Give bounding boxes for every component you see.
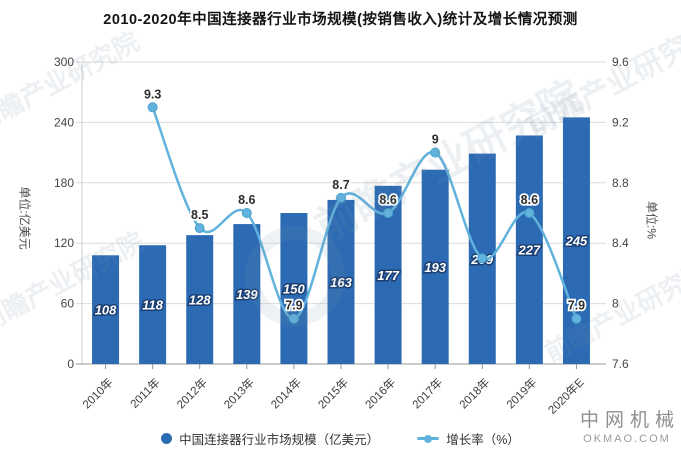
y-tick-label-left: 180 bbox=[54, 176, 74, 190]
bar-label: 227 bbox=[518, 243, 541, 258]
growth-point[interactable] bbox=[288, 313, 299, 324]
legend-item-label: 增长率（%） bbox=[446, 433, 520, 447]
y-tick-label-right: 7.6 bbox=[612, 357, 629, 371]
legend-item-market-size[interactable]: 中国连接器行业市场规模（亿美元） bbox=[161, 429, 379, 448]
y-tick-label-left: 120 bbox=[54, 236, 74, 250]
growth-point[interactable] bbox=[241, 208, 252, 218]
growth-label: 9.3 bbox=[144, 87, 161, 101]
bar-label: 193 bbox=[424, 260, 446, 275]
y-tick-label-right: 8.4 bbox=[612, 236, 629, 250]
bar[interactable] bbox=[327, 199, 355, 364]
chart-title: 2010-2020年中国连接器行业市场规模(按销售收入)统计及增长情况预测 bbox=[103, 12, 578, 28]
y-tick-label-right: 9.2 bbox=[612, 115, 629, 129]
bar[interactable] bbox=[139, 245, 167, 364]
growth-point[interactable] bbox=[571, 313, 582, 324]
bar-label: 108 bbox=[95, 303, 117, 318]
growth-point[interactable] bbox=[477, 253, 488, 264]
y-tick-label-right: 9.6 bbox=[612, 55, 629, 69]
bar-label: 177 bbox=[377, 268, 399, 283]
brand-name: 中网机械 bbox=[579, 410, 680, 431]
growth-point[interactable] bbox=[524, 208, 535, 218]
growth-point[interactable] bbox=[430, 147, 441, 158]
bar[interactable] bbox=[92, 255, 120, 364]
growth-label: 9 bbox=[432, 133, 439, 147]
x-tick-label: 2010年 bbox=[80, 375, 116, 411]
y-tick-label-left: 300 bbox=[54, 55, 74, 69]
growth-label: 8.6 bbox=[521, 193, 538, 207]
x-tick-label: 2013年 bbox=[221, 375, 257, 411]
growth-point[interactable] bbox=[147, 102, 158, 113]
growth-label: 8.6 bbox=[238, 193, 255, 207]
y-tick-label-left: 240 bbox=[54, 115, 74, 129]
bar[interactable] bbox=[515, 135, 543, 364]
brand-watermark: 中网机械 OKMAO.COM bbox=[580, 405, 674, 445]
bar-label: 118 bbox=[142, 298, 163, 313]
legend-bar-marker-icon bbox=[161, 433, 173, 444]
x-tick-label: 2015年 bbox=[315, 375, 351, 411]
bar-label: 163 bbox=[330, 275, 352, 290]
bar[interactable] bbox=[280, 213, 308, 364]
legend-item-label: 中国连接器行业市场规模（亿美元） bbox=[179, 433, 380, 447]
y-tick-label-left: 60 bbox=[61, 297, 75, 311]
growth-label: 7.9 bbox=[568, 299, 585, 313]
growth-label: 8.6 bbox=[379, 193, 396, 207]
y-tick-label-right: 8 bbox=[612, 297, 619, 311]
legend: 中国连接器行业市场规模（亿美元） 增长率（%） bbox=[0, 429, 681, 448]
growth-line bbox=[151, 106, 578, 320]
legend-line-marker-icon bbox=[417, 434, 440, 443]
y-tick-label-right: 8.8 bbox=[612, 176, 629, 190]
x-tick-label: 2018年 bbox=[456, 375, 492, 411]
growth-label: 8.7 bbox=[332, 178, 349, 192]
growth-label: 8.5 bbox=[191, 208, 208, 222]
bar[interactable] bbox=[421, 169, 449, 364]
bar-label: 245 bbox=[565, 234, 588, 249]
x-tick-label: 2017年 bbox=[409, 375, 445, 411]
x-tick-label: 2019年 bbox=[503, 375, 539, 411]
x-tick-label: 2016年 bbox=[362, 375, 398, 411]
growth-point[interactable] bbox=[383, 208, 394, 218]
brand-site: OKMAO.COM bbox=[583, 433, 671, 445]
x-tick-label: 2011年 bbox=[127, 375, 163, 411]
bar[interactable] bbox=[233, 224, 261, 364]
bar-label: 128 bbox=[189, 293, 211, 308]
y-tick-label-left: 0 bbox=[67, 357, 74, 371]
growth-point[interactable] bbox=[194, 223, 205, 234]
bar-label: 139 bbox=[236, 287, 258, 302]
bar-label: 150 bbox=[283, 282, 305, 297]
growth-label: 7.9 bbox=[285, 299, 302, 313]
x-tick-label: 2014年 bbox=[268, 375, 304, 411]
x-tick-label: 2012年 bbox=[174, 375, 210, 411]
legend-item-growth-rate[interactable]: 增长率（%） bbox=[417, 429, 520, 448]
growth-point[interactable] bbox=[336, 192, 346, 203]
bar[interactable] bbox=[186, 235, 214, 364]
